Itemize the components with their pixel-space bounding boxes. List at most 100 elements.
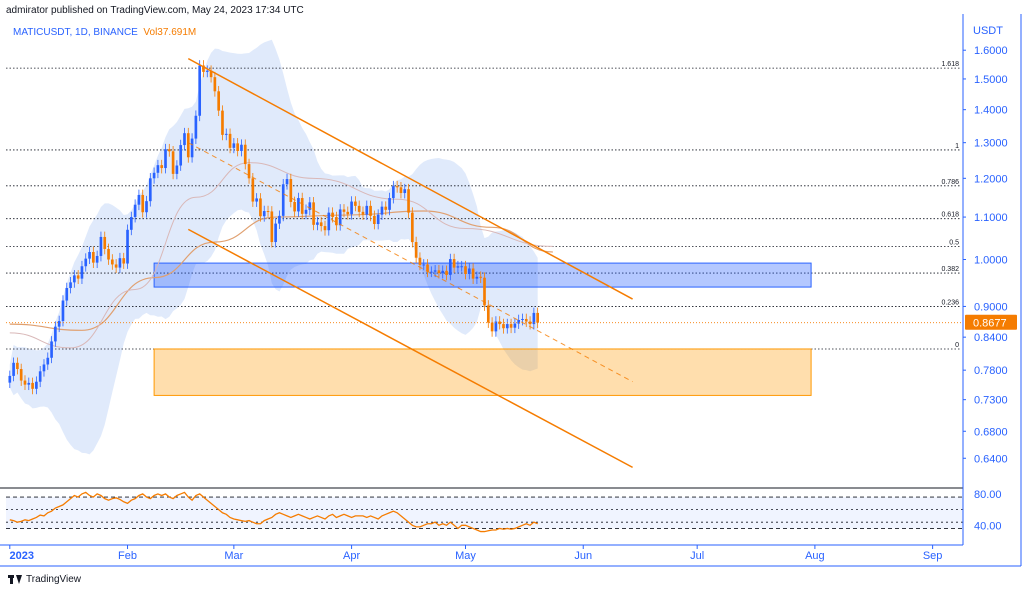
candle[interactable] bbox=[171, 146, 175, 180]
candle[interactable] bbox=[376, 209, 380, 230]
candle[interactable] bbox=[160, 159, 164, 174]
candle[interactable] bbox=[297, 192, 300, 217]
candle[interactable] bbox=[445, 265, 448, 281]
candle[interactable] bbox=[198, 60, 202, 122]
candle[interactable] bbox=[456, 260, 460, 273]
candle[interactable] bbox=[266, 205, 270, 217]
candle[interactable] bbox=[521, 313, 524, 326]
candle[interactable] bbox=[221, 105, 224, 141]
candle[interactable] bbox=[148, 173, 152, 207]
candle[interactable] bbox=[65, 282, 69, 306]
candle[interactable] bbox=[183, 127, 186, 151]
candle[interactable] bbox=[441, 265, 445, 279]
candle[interactable] bbox=[141, 189, 145, 218]
candle[interactable] bbox=[129, 211, 133, 236]
candle[interactable] bbox=[50, 336, 53, 364]
candle[interactable] bbox=[114, 259, 118, 273]
candle[interactable] bbox=[490, 317, 494, 337]
candle[interactable] bbox=[118, 252, 122, 273]
candle[interactable] bbox=[483, 272, 486, 311]
candle[interactable] bbox=[61, 295, 65, 327]
candle[interactable] bbox=[133, 199, 137, 223]
candle[interactable] bbox=[528, 316, 532, 330]
candle[interactable] bbox=[137, 189, 141, 211]
blue-zone[interactable] bbox=[153, 262, 812, 288]
candle[interactable] bbox=[152, 167, 156, 184]
lower-channel-line[interactable] bbox=[187, 228, 633, 469]
candle[interactable] bbox=[278, 210, 281, 229]
candle[interactable] bbox=[464, 260, 467, 280]
candle[interactable] bbox=[289, 173, 293, 208]
candle[interactable] bbox=[475, 271, 479, 284]
candle[interactable] bbox=[502, 318, 505, 334]
candle[interactable] bbox=[388, 192, 391, 216]
candle[interactable] bbox=[126, 224, 129, 269]
candle[interactable] bbox=[338, 204, 342, 231]
candle[interactable] bbox=[156, 159, 160, 179]
candle[interactable] bbox=[524, 313, 528, 327]
candle[interactable] bbox=[430, 266, 433, 278]
candle[interactable] bbox=[16, 357, 19, 375]
candle[interactable] bbox=[262, 205, 266, 222]
candle[interactable] bbox=[380, 201, 384, 221]
candle[interactable] bbox=[167, 143, 171, 157]
candle[interactable] bbox=[31, 377, 34, 395]
candle[interactable] bbox=[426, 259, 429, 278]
candle[interactable] bbox=[247, 158, 251, 184]
candle[interactable] bbox=[494, 316, 498, 337]
candle[interactable] bbox=[361, 206, 365, 221]
candle[interactable] bbox=[243, 139, 247, 170]
candle[interactable] bbox=[27, 377, 31, 391]
candle[interactable] bbox=[479, 271, 483, 284]
candle[interactable] bbox=[327, 207, 331, 236]
candle[interactable] bbox=[274, 218, 277, 248]
candle[interactable] bbox=[532, 307, 536, 330]
candle[interactable] bbox=[395, 180, 399, 193]
candle[interactable] bbox=[384, 201, 388, 216]
candle[interactable] bbox=[403, 183, 407, 199]
candle[interactable] bbox=[190, 133, 194, 163]
candle[interactable] bbox=[319, 217, 323, 232]
candle[interactable] bbox=[57, 315, 61, 333]
candle[interactable] bbox=[285, 173, 289, 190]
candle[interactable] bbox=[392, 180, 395, 204]
candle[interactable] bbox=[308, 197, 312, 216]
candle[interactable] bbox=[316, 217, 319, 231]
candle[interactable] bbox=[471, 263, 475, 284]
candle[interactable] bbox=[350, 196, 353, 220]
candle[interactable] bbox=[107, 243, 110, 265]
candle[interactable] bbox=[281, 178, 285, 222]
candle[interactable] bbox=[255, 193, 258, 207]
candle[interactable] bbox=[103, 231, 107, 255]
candle[interactable] bbox=[232, 138, 236, 154]
candle[interactable] bbox=[354, 196, 357, 212]
candle[interactable] bbox=[399, 182, 403, 199]
candle[interactable] bbox=[35, 376, 38, 395]
candle[interactable] bbox=[164, 143, 167, 174]
candle[interactable] bbox=[42, 359, 46, 377]
candle[interactable] bbox=[346, 206, 350, 220]
candle[interactable] bbox=[99, 231, 103, 262]
candle[interactable] bbox=[80, 260, 84, 284]
candle[interactable] bbox=[236, 138, 239, 157]
candle[interactable] bbox=[270, 206, 274, 248]
candle[interactable] bbox=[251, 173, 255, 207]
candle[interactable] bbox=[145, 195, 148, 218]
candle[interactable] bbox=[498, 316, 502, 330]
candle[interactable] bbox=[536, 307, 539, 329]
candle[interactable] bbox=[202, 60, 205, 78]
candle[interactable] bbox=[205, 65, 209, 78]
candle[interactable] bbox=[312, 197, 315, 231]
candle[interactable] bbox=[411, 207, 414, 248]
candle[interactable] bbox=[122, 252, 126, 269]
candle[interactable] bbox=[111, 254, 114, 270]
candle[interactable] bbox=[467, 263, 471, 280]
candle[interactable] bbox=[486, 300, 490, 328]
candle[interactable] bbox=[304, 204, 308, 220]
candle[interactable] bbox=[95, 250, 99, 269]
candle[interactable] bbox=[54, 321, 57, 347]
candle[interactable] bbox=[422, 259, 426, 271]
candle[interactable] bbox=[92, 246, 95, 269]
candle[interactable] bbox=[259, 193, 262, 222]
